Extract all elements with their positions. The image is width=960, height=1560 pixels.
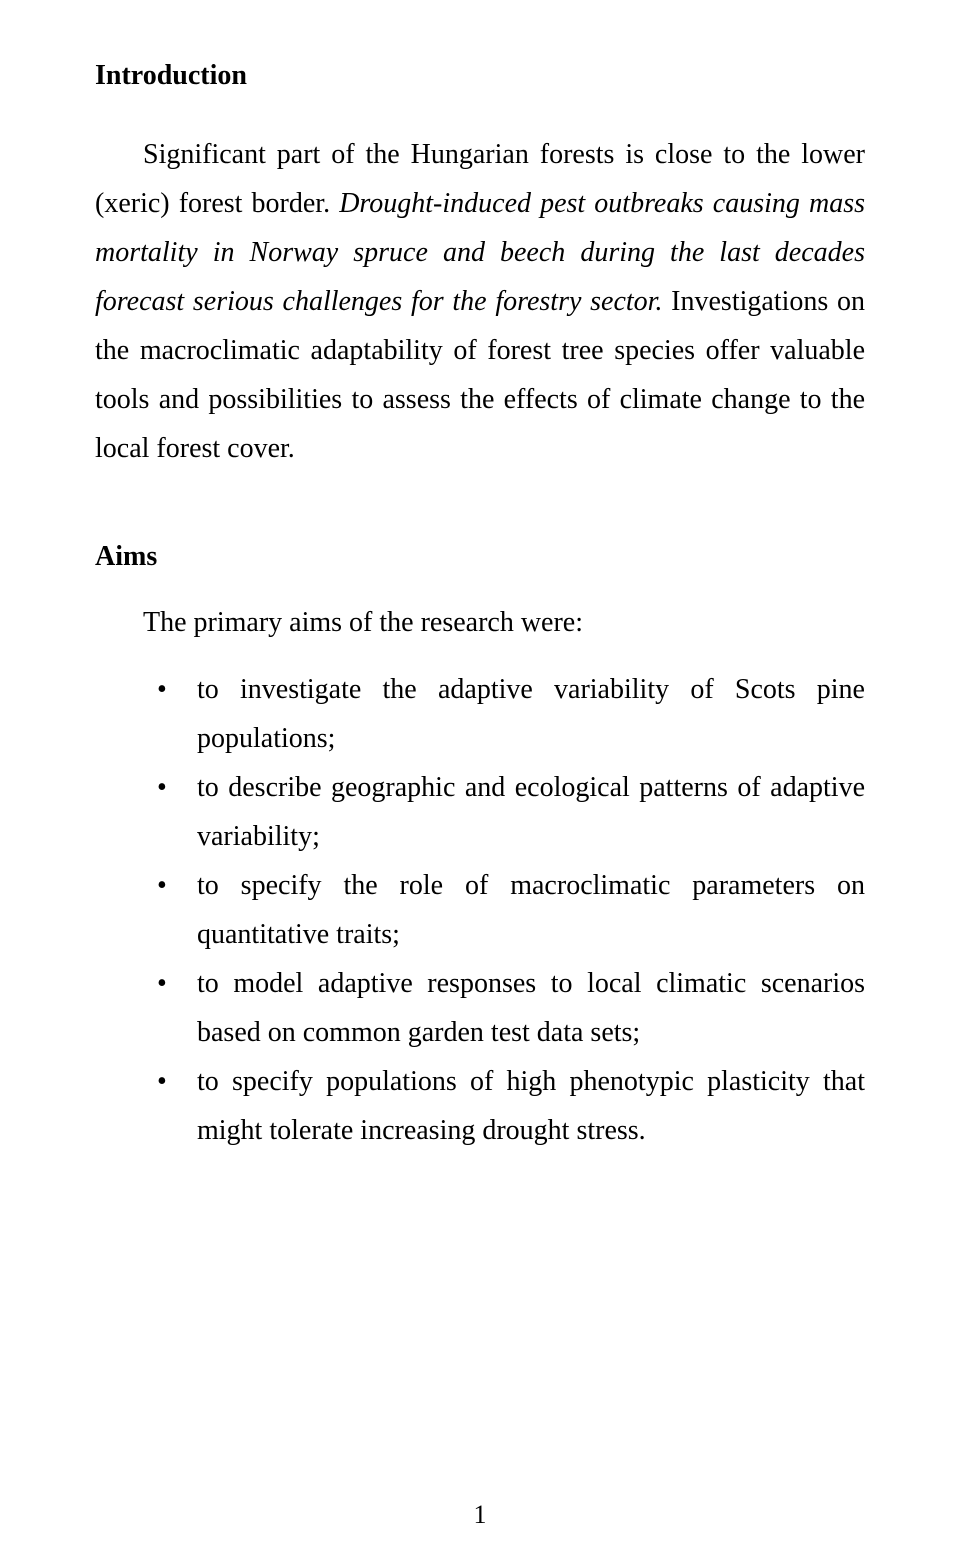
aims-heading: Aims	[95, 541, 865, 573]
list-item: to describe geographic and ecological pa…	[157, 763, 865, 861]
introduction-paragraph: Significant part of the Hungarian forest…	[95, 130, 865, 473]
aims-intro-text: The primary aims of the research were:	[95, 607, 865, 639]
aims-bullet-list: to investigate the adaptive variability …	[95, 665, 865, 1155]
list-item: to specify the role of macroclimatic par…	[157, 861, 865, 959]
list-item: to specify populations of high phenotypi…	[157, 1057, 865, 1155]
introduction-heading: Introduction	[95, 60, 865, 92]
list-item: to model adaptive responses to local cli…	[157, 959, 865, 1057]
list-item: to investigate the adaptive variability …	[157, 665, 865, 763]
page-number: 1	[474, 1500, 487, 1530]
